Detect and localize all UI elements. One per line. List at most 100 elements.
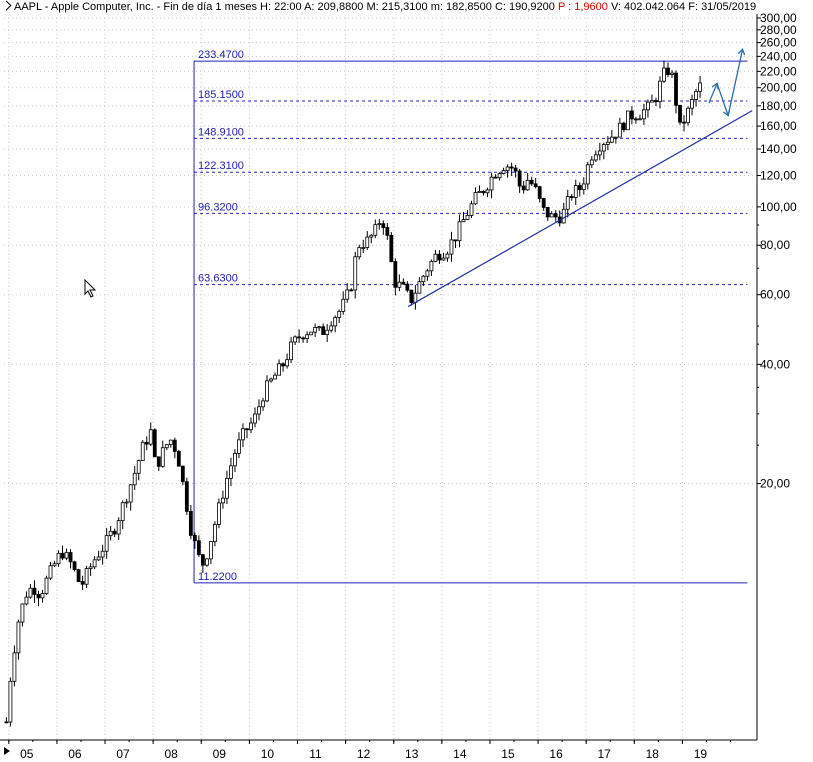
candle-body <box>409 289 414 303</box>
candle-body <box>477 190 482 193</box>
forecast-arrow-segment <box>708 83 718 104</box>
candle-body <box>630 110 634 120</box>
candle-body <box>221 497 225 504</box>
candle-body <box>525 179 530 191</box>
candle-body <box>164 444 169 449</box>
candle-body <box>229 465 233 479</box>
candle-body <box>533 183 538 188</box>
candle-body <box>172 439 177 452</box>
candle-body <box>545 207 550 218</box>
candle-body <box>192 534 197 542</box>
candle-body <box>32 587 37 595</box>
scroll-left-arrow-icon[interactable] <box>4 747 10 755</box>
candle-body <box>152 429 157 458</box>
candle-body <box>425 270 430 277</box>
candle-body <box>377 223 382 226</box>
candle-body <box>357 247 362 258</box>
candle-body <box>60 552 65 559</box>
header-high: M: 215,3100 <box>366 1 428 13</box>
y-tick-label: 260,00 <box>760 36 797 50</box>
candle-body <box>413 292 418 303</box>
candle-body <box>28 587 33 598</box>
candle-body <box>285 359 289 367</box>
candle-body <box>64 552 69 559</box>
candle-body <box>116 520 121 535</box>
x-tick-label: 06 <box>68 747 82 761</box>
candle-body <box>561 208 566 224</box>
candle-body <box>108 530 113 537</box>
candle-body <box>180 465 185 483</box>
candle-body <box>421 275 426 283</box>
candle-body <box>601 144 606 152</box>
x-tick-label: 12 <box>357 747 371 761</box>
candle-body <box>36 594 41 599</box>
y-tick-label: 280,00 <box>760 23 797 37</box>
candle-body <box>509 166 514 169</box>
x-tick-label: 11 <box>309 747 322 761</box>
candle-body <box>646 101 650 111</box>
candle-body <box>237 439 241 454</box>
candle-body <box>8 680 13 723</box>
candle-body <box>529 179 534 185</box>
header-timeframe: Fin de día 1 meses <box>163 1 257 13</box>
candle-body <box>24 596 29 605</box>
candle-body <box>634 118 638 121</box>
fib-level-label: 185.1500 <box>198 89 244 101</box>
candle-body <box>485 189 490 194</box>
y-tick-label: 160,00 <box>760 119 797 133</box>
candle-body <box>593 154 598 161</box>
candle-body <box>92 559 97 568</box>
x-tick-label: 19 <box>694 747 708 761</box>
candle-body <box>501 170 506 174</box>
candle-body <box>361 247 366 249</box>
candle-body <box>48 565 53 579</box>
candle-body <box>613 136 618 139</box>
candle-body <box>662 67 666 82</box>
candle-body <box>305 334 310 339</box>
candle-body <box>365 236 370 248</box>
candle-body <box>277 363 281 376</box>
candle-body <box>381 223 386 228</box>
candle-body <box>213 524 217 542</box>
candle-body <box>642 109 646 120</box>
x-tick-label: 15 <box>501 747 515 761</box>
candle-body <box>273 374 277 380</box>
candle-body <box>433 253 438 262</box>
candle-body <box>68 552 73 563</box>
candle-body <box>265 380 269 402</box>
candle-body <box>204 558 209 566</box>
candle-body <box>698 82 702 92</box>
candle-body <box>144 441 149 445</box>
header-close: C: 190,9200 <box>494 1 555 13</box>
candle-body <box>393 261 398 288</box>
candle-body <box>44 577 49 594</box>
candle-body <box>301 337 306 340</box>
header-volume: V: 402.042.064 <box>610 1 686 13</box>
candle-body <box>321 326 326 336</box>
candle-body <box>694 90 698 100</box>
candle-body <box>389 234 394 262</box>
candle-body <box>373 224 378 236</box>
candle-body <box>12 652 17 682</box>
x-tick-label: 18 <box>646 747 660 761</box>
candle-body <box>553 213 558 218</box>
y-tick-label: 40,00 <box>760 357 790 371</box>
candle-body <box>465 215 470 220</box>
candle-body <box>104 535 109 552</box>
candle-body <box>585 164 590 185</box>
candle-body <box>40 593 45 599</box>
x-tick-label: 07 <box>116 747 130 761</box>
candle-body <box>469 203 474 216</box>
candle-body <box>253 413 257 424</box>
candle-body <box>84 568 89 585</box>
candle-body <box>666 67 670 75</box>
x-tick-label: 10 <box>261 747 275 761</box>
candle-body <box>341 298 346 312</box>
candle-body <box>650 100 654 103</box>
candle-body <box>309 331 314 336</box>
y-tick-label: 60,00 <box>760 288 790 302</box>
fib-level-label: 233.4700 <box>198 49 244 61</box>
candle-body <box>674 72 678 106</box>
candle-body <box>52 563 57 567</box>
